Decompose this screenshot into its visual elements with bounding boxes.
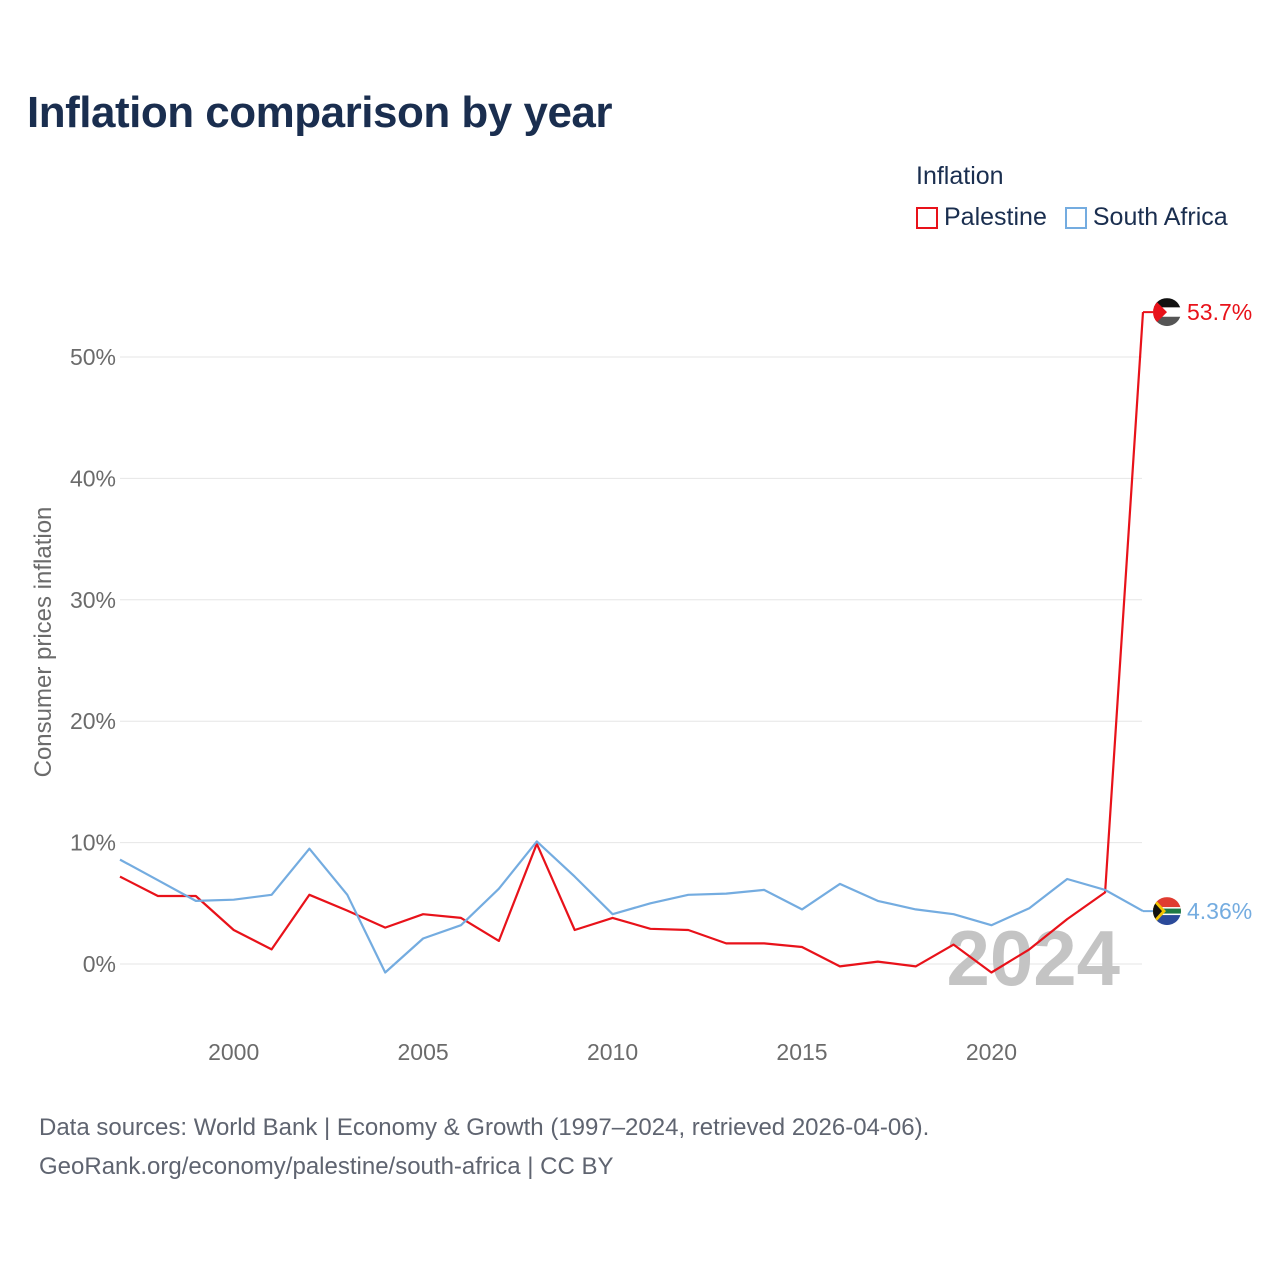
footer: Data sources: World Bank | Economy & Gro… bbox=[39, 1108, 929, 1186]
chart-title: Inflation comparison by year bbox=[27, 88, 613, 137]
year-watermark: 2024 bbox=[946, 914, 1120, 1002]
grid-lines bbox=[120, 356, 1142, 965]
footer-sources: Data sources: World Bank | Economy & Gro… bbox=[39, 1114, 930, 1141]
flag-south-africa-icon bbox=[1153, 897, 1181, 926]
legend-title: Inflation bbox=[916, 162, 1004, 190]
y-tick-label: 20% bbox=[70, 708, 116, 734]
legend-swatch-palestine bbox=[916, 206, 938, 229]
y-tick-label: 30% bbox=[70, 587, 116, 613]
legend: Inflation Palestine South Africa bbox=[916, 162, 1228, 232]
footer-link[interactable]: GeoRank.org/economy/palestine/south-afri… bbox=[39, 1153, 614, 1180]
y-axis-ticks: 0% 10% 20% 30% 40% 50% bbox=[70, 344, 116, 977]
end-label-south-africa: 4.36% bbox=[1187, 898, 1252, 924]
x-tick-label: 2000 bbox=[208, 1039, 259, 1065]
legend-item-south-africa[interactable]: South Africa bbox=[1064, 203, 1228, 232]
y-tick-label: 0% bbox=[83, 951, 116, 977]
x-axis-ticks: 2000 2005 2010 2015 2020 bbox=[208, 1039, 1017, 1065]
y-tick-label: 40% bbox=[70, 465, 116, 491]
end-label-palestine: 53.7% bbox=[1187, 299, 1252, 325]
x-tick-label: 2020 bbox=[966, 1039, 1017, 1065]
x-tick-label: 2015 bbox=[776, 1039, 827, 1065]
legend-label-palestine: Palestine bbox=[944, 203, 1047, 231]
y-tick-label: 10% bbox=[70, 830, 116, 856]
legend-item-palestine[interactable]: Palestine bbox=[916, 203, 1047, 232]
x-tick-label: 2005 bbox=[398, 1039, 449, 1065]
end-markers: 53.7% 4.36% bbox=[1143, 298, 1252, 926]
legend-label-south-africa: South Africa bbox=[1092, 203, 1228, 231]
series-line-south-africa[interactable] bbox=[119, 840, 1144, 974]
y-tick-label: 50% bbox=[70, 344, 116, 370]
x-tick-label: 2010 bbox=[587, 1039, 638, 1065]
flag-palestine-icon bbox=[1153, 298, 1181, 327]
y-axis-label: Consumer prices inflation bbox=[30, 507, 57, 778]
series-line-palestine[interactable] bbox=[119, 312, 1145, 974]
series-lines bbox=[119, 312, 1145, 974]
legend-swatch-south-africa bbox=[1064, 206, 1087, 229]
